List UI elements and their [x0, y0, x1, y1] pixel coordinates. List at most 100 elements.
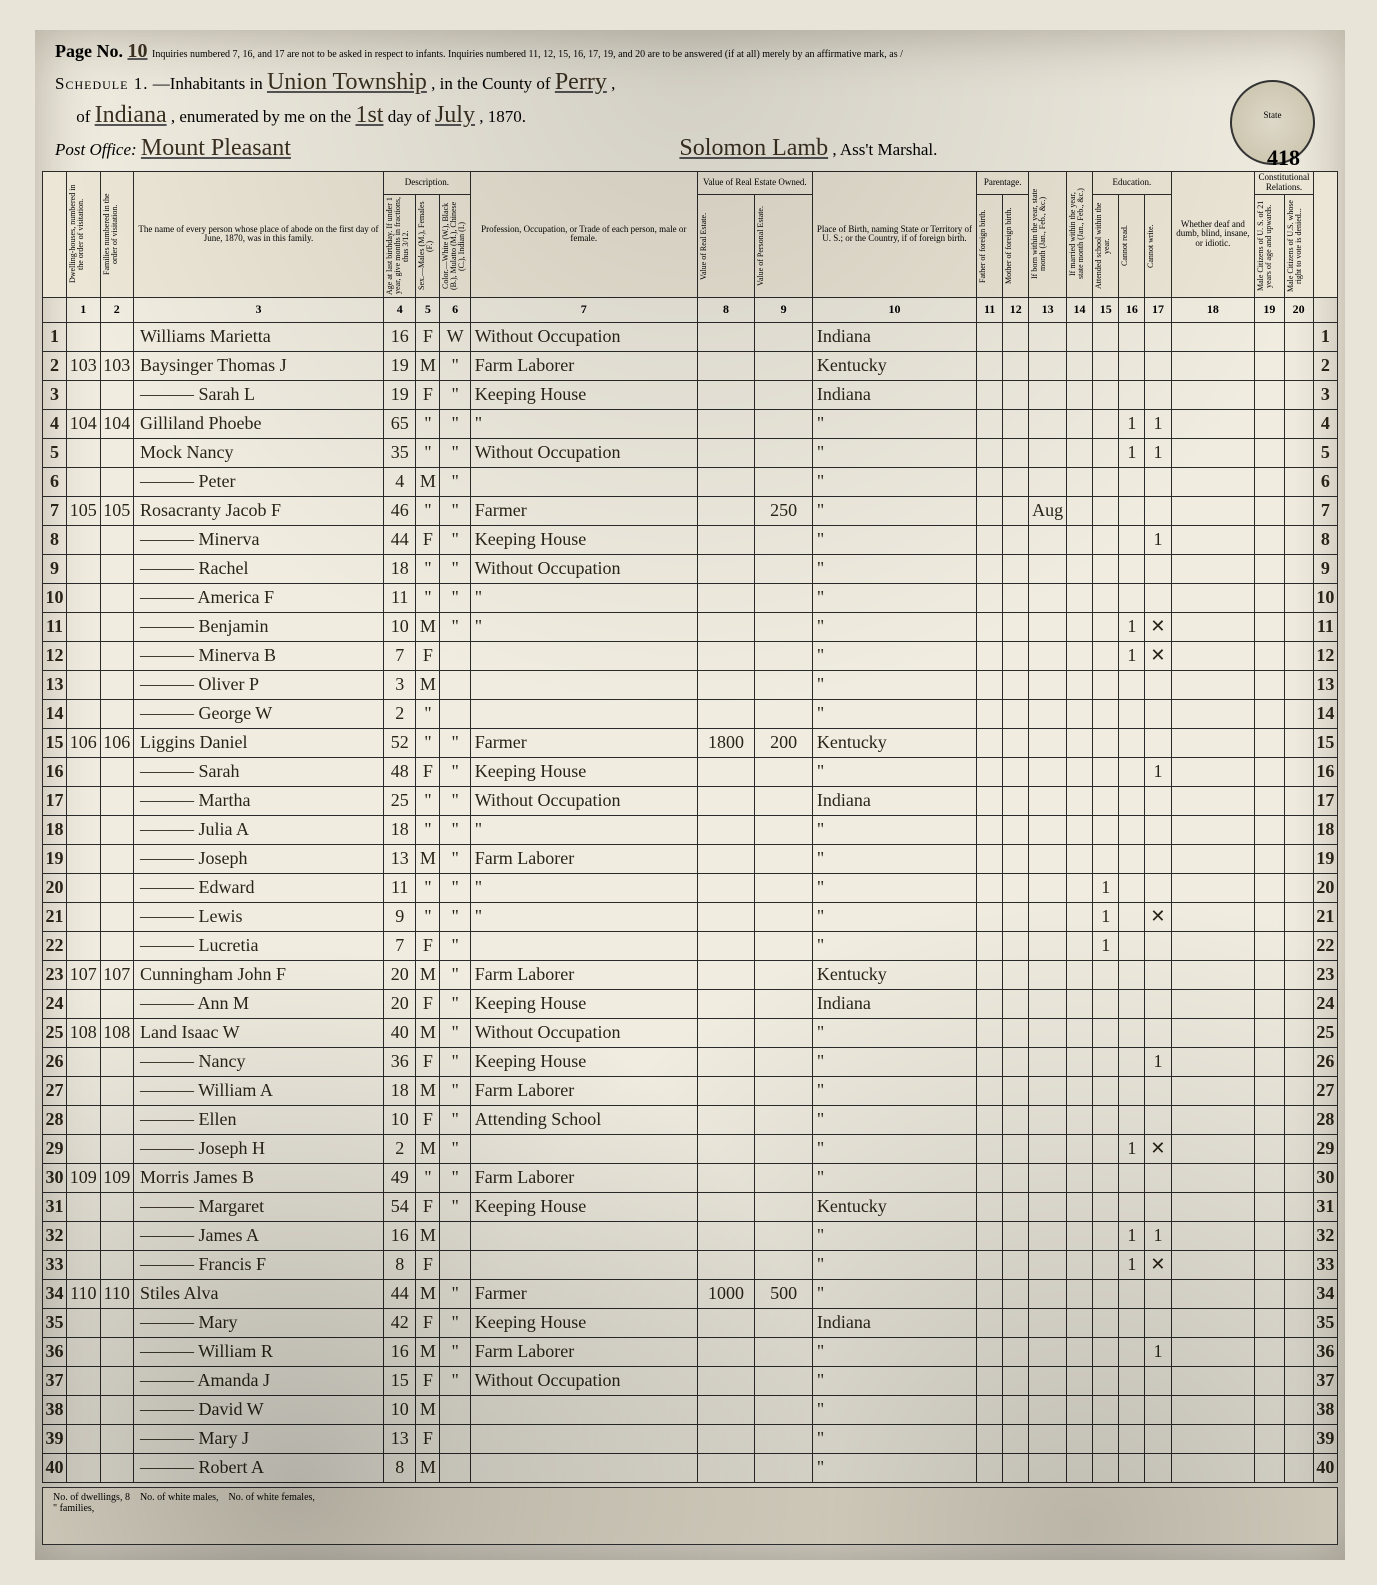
- cell-mother-foreign: [1003, 873, 1029, 902]
- cell-occupation: Without Occupation: [470, 322, 697, 351]
- cell-name: ——— Ann M: [133, 989, 383, 1018]
- cell-birthplace: ": [812, 1453, 976, 1482]
- cell-citizen: [1255, 873, 1284, 902]
- cell-read: [1119, 351, 1145, 380]
- cell-real-estate: [697, 844, 755, 873]
- cell-married-year: [1066, 670, 1092, 699]
- cell-school: [1093, 1105, 1119, 1134]
- cell-age: 18: [383, 1076, 415, 1105]
- cell-real-estate: [697, 612, 755, 641]
- cell-citizen: [1255, 525, 1284, 554]
- cell-personal-estate: [755, 1105, 813, 1134]
- cell-age: 20: [383, 960, 415, 989]
- cell-school: [1093, 525, 1119, 554]
- cell-name: Liggins Daniel: [133, 728, 383, 757]
- cell-name: Baysinger Thomas J: [133, 351, 383, 380]
- group-description: Description.: [383, 172, 470, 195]
- cell-occupation: [470, 1221, 697, 1250]
- cell-family: 109: [100, 1163, 133, 1192]
- row-num-right: 16: [1313, 757, 1337, 786]
- cell-father-foreign: [977, 641, 1003, 670]
- cell-occupation: ": [470, 583, 697, 612]
- cell-blind: [1171, 467, 1255, 496]
- state-value: Indiana: [95, 102, 167, 128]
- table-row: 27——— William A18M"Farm Laborer"27: [43, 1076, 1338, 1105]
- row-num-right: 8: [1313, 525, 1337, 554]
- cell-school: [1093, 322, 1119, 351]
- cell-married-year: [1066, 1250, 1092, 1279]
- cell-school: [1093, 1308, 1119, 1337]
- cell-family: [100, 467, 133, 496]
- cell-read: 1: [1119, 1221, 1145, 1250]
- cell-school: [1093, 1192, 1119, 1221]
- cell-family: [100, 1047, 133, 1076]
- row-num-right: 6: [1313, 467, 1337, 496]
- cell-real-estate: [697, 583, 755, 612]
- cell-age: 4: [383, 467, 415, 496]
- cell-dwelling: [67, 641, 100, 670]
- cell-birthplace: ": [812, 612, 976, 641]
- cell-citizen: [1255, 931, 1284, 960]
- colnum-blank-left: [43, 297, 67, 322]
- cell-mother-foreign: [1003, 1018, 1029, 1047]
- cell-birthplace: ": [812, 1366, 976, 1395]
- cell-color: [440, 1424, 470, 1453]
- cell-citizen: [1255, 612, 1284, 641]
- cell-write: [1145, 1453, 1171, 1482]
- cell-sex: F: [416, 525, 440, 554]
- cell-name: ——— Joseph: [133, 844, 383, 873]
- cell-blind: [1171, 438, 1255, 467]
- cell-personal-estate: [755, 322, 813, 351]
- cell-birthplace: ": [812, 583, 976, 612]
- cell-denied: [1284, 815, 1313, 844]
- row-num-right: 30: [1313, 1163, 1337, 1192]
- cell-color: ": [440, 1018, 470, 1047]
- cell-blind: [1171, 670, 1255, 699]
- cell-real-estate: [697, 1395, 755, 1424]
- cell-age: 40: [383, 1018, 415, 1047]
- cell-father-foreign: [977, 873, 1003, 902]
- col-real-header: Value of Real Estate.: [700, 196, 708, 296]
- cell-dwelling: 103: [67, 351, 100, 380]
- cell-personal-estate: [755, 1076, 813, 1105]
- cell-real-estate: [697, 351, 755, 380]
- table-row: 15106106Liggins Daniel52""Farmer1800200K…: [43, 728, 1338, 757]
- cell-personal-estate: [755, 699, 813, 728]
- cell-born-year: [1029, 1337, 1067, 1366]
- col-occupation-header: Profession, Occupation, or Trade of each…: [470, 172, 697, 298]
- cell-age: 16: [383, 1221, 415, 1250]
- table-row: 16——— Sarah48F"Keeping House"116: [43, 757, 1338, 786]
- cell-school: [1093, 467, 1119, 496]
- cell-dwelling: 110: [67, 1279, 100, 1308]
- cell-born-year: [1029, 1192, 1067, 1221]
- row-num-left: 23: [43, 960, 67, 989]
- cell-color: ": [440, 467, 470, 496]
- cell-born-year: [1029, 699, 1067, 728]
- cell-family: [100, 786, 133, 815]
- cell-name: ——— Minerva B: [133, 641, 383, 670]
- cell-dwelling: 108: [67, 1018, 100, 1047]
- col-mother-header: Mother of foreign birth.: [1005, 196, 1013, 296]
- col-read-header: Cannot read.: [1121, 196, 1129, 296]
- cell-born-year: [1029, 612, 1067, 641]
- row-num-right: 38: [1313, 1395, 1337, 1424]
- table-row: 18——— Julia A18""""18: [43, 815, 1338, 844]
- cell-mother-foreign: [1003, 728, 1029, 757]
- cell-personal-estate: [755, 1047, 813, 1076]
- cell-color: ": [440, 815, 470, 844]
- schedule-line-2: of Indiana , enumerated by me on the 1st…: [55, 102, 1325, 129]
- cell-color: ": [440, 1134, 470, 1163]
- cell-born-year: [1029, 670, 1067, 699]
- colnum-2: 2: [100, 297, 133, 322]
- colnum-20: 20: [1284, 297, 1313, 322]
- cell-born-year: [1029, 1221, 1067, 1250]
- cell-real-estate: [697, 1337, 755, 1366]
- cell-dwelling: [67, 902, 100, 931]
- cell-denied: [1284, 409, 1313, 438]
- cell-dwelling: [67, 583, 100, 612]
- cell-mother-foreign: [1003, 902, 1029, 931]
- cell-write: [1145, 1308, 1171, 1337]
- cell-born-year: [1029, 1250, 1067, 1279]
- cell-name: ——— Amanda J: [133, 1366, 383, 1395]
- cell-name: ——— America F: [133, 583, 383, 612]
